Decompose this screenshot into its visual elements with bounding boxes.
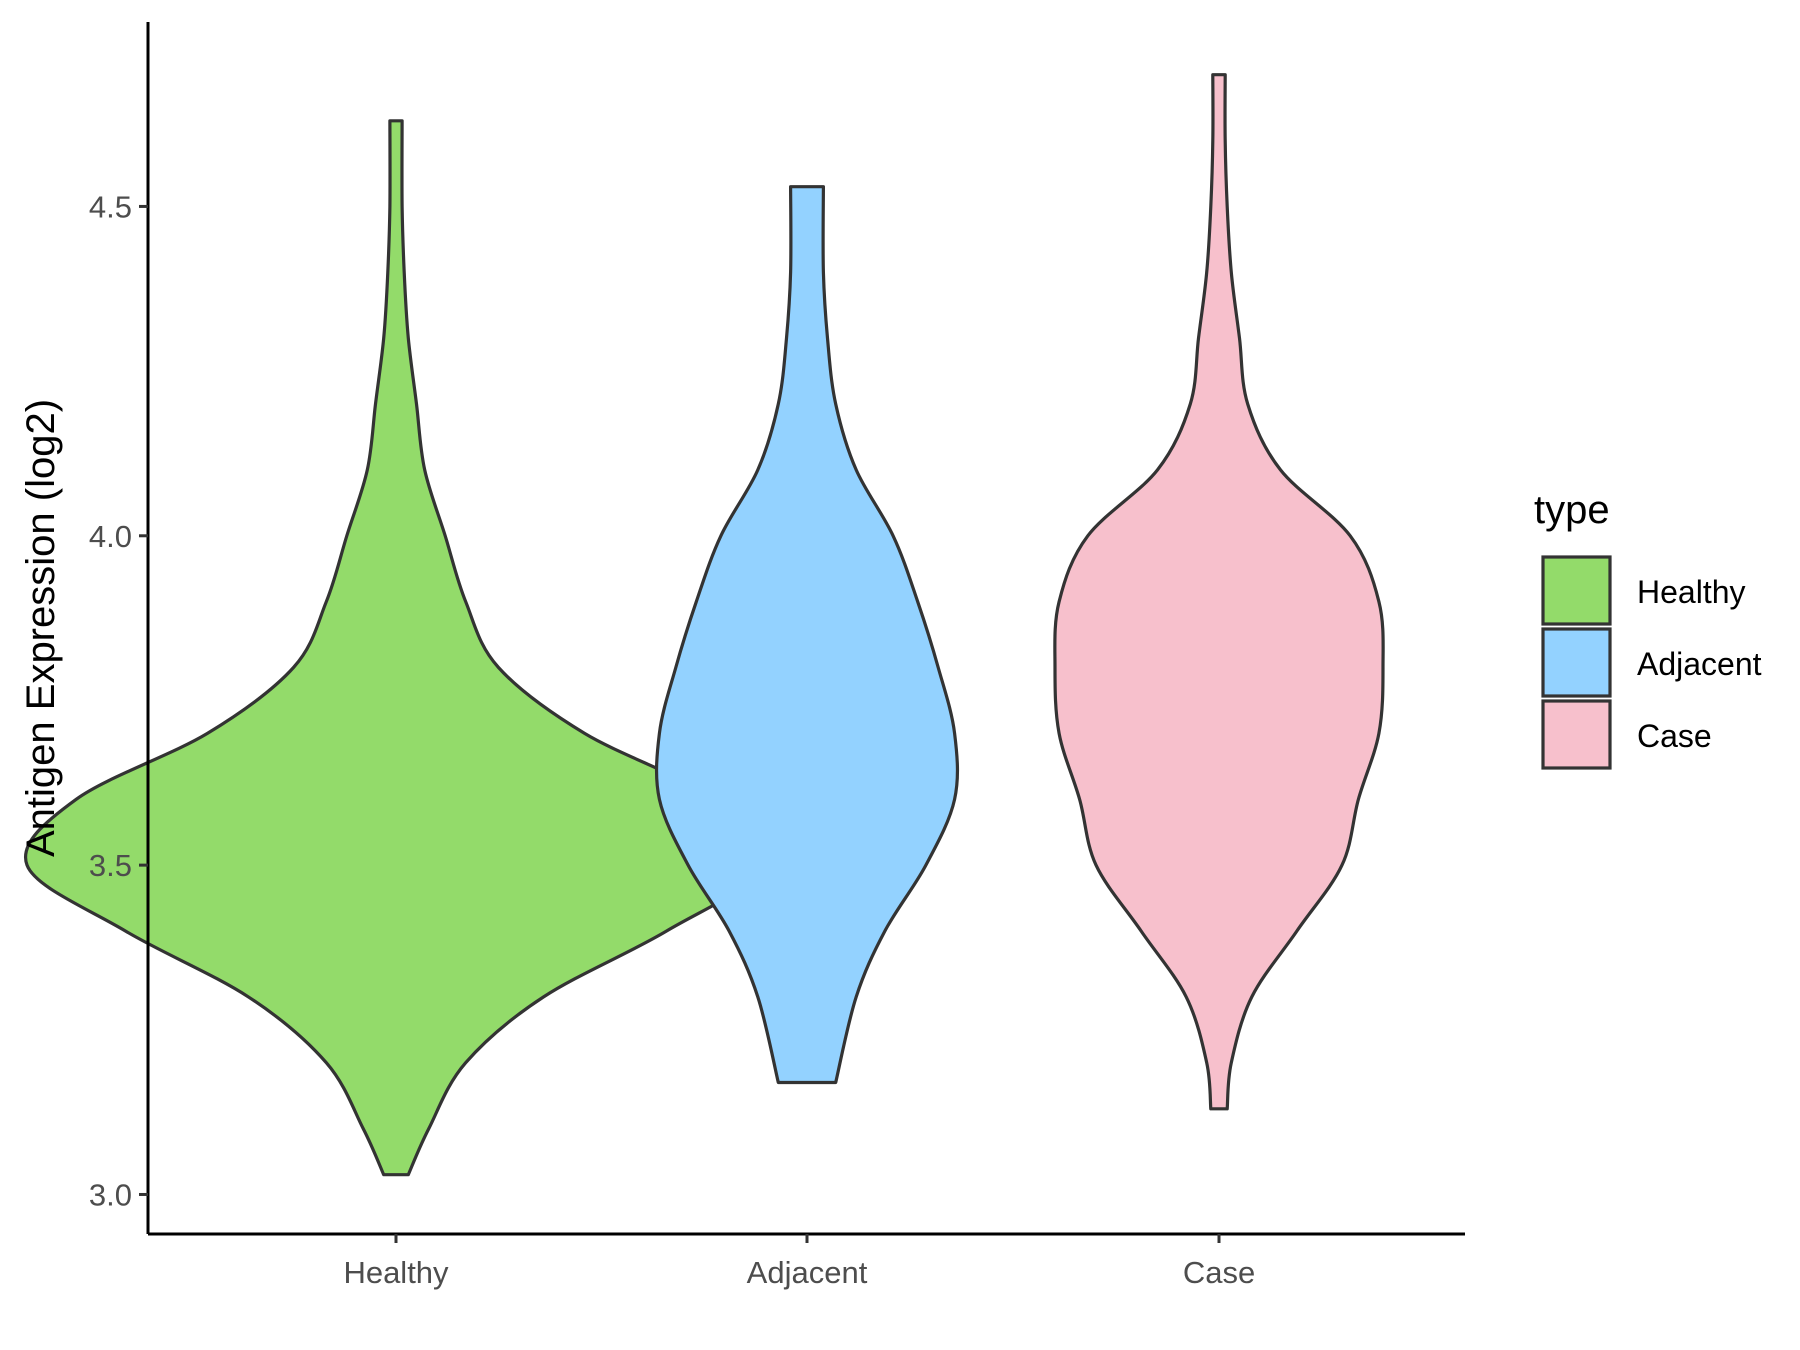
x-axis-ticks: Healthy Adjacent Case [343,1234,1255,1290]
legend-key [1541,555,1612,626]
legend-title: type [1534,488,1610,532]
y-tick-label: 4.5 [89,189,132,224]
x-tick-label: Adjacent [747,1255,868,1290]
y-tick-label: 3.0 [89,1177,132,1212]
y-axis-title: Antigen Expression (log2) [19,399,63,857]
x-tick-label: Healthy [343,1255,449,1290]
y-axis-ticks: 3.0 3.5 4.0 4.5 [89,189,148,1212]
violins-group [23,73,1385,1177]
legend-label: Case [1637,718,1712,754]
x-tick-label: Case [1183,1255,1255,1290]
violin-adjacent [654,185,960,1085]
violin-healthy [23,119,769,1177]
legend-key [1541,699,1612,770]
legend-label: Healthy [1637,574,1746,610]
y-tick-label: 3.5 [89,848,132,883]
legend: type Healthy Adjacent Case [1534,488,1762,770]
legend-key [1541,627,1612,698]
y-tick-label: 4.0 [89,519,132,554]
legend-label: Adjacent [1637,646,1762,682]
legend-entries: Healthy Adjacent Case [1541,555,1762,770]
violin-case [1053,73,1385,1111]
